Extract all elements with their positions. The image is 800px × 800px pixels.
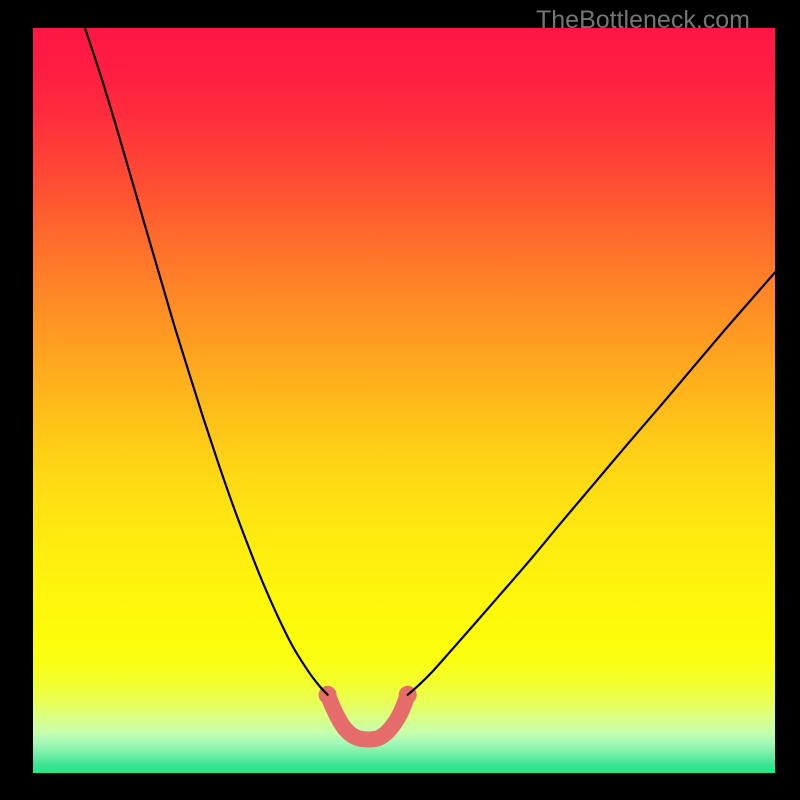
chart-svg xyxy=(33,28,775,773)
chart-plot-area xyxy=(33,28,775,773)
watermark-text: TheBottleneck.com xyxy=(536,6,750,35)
